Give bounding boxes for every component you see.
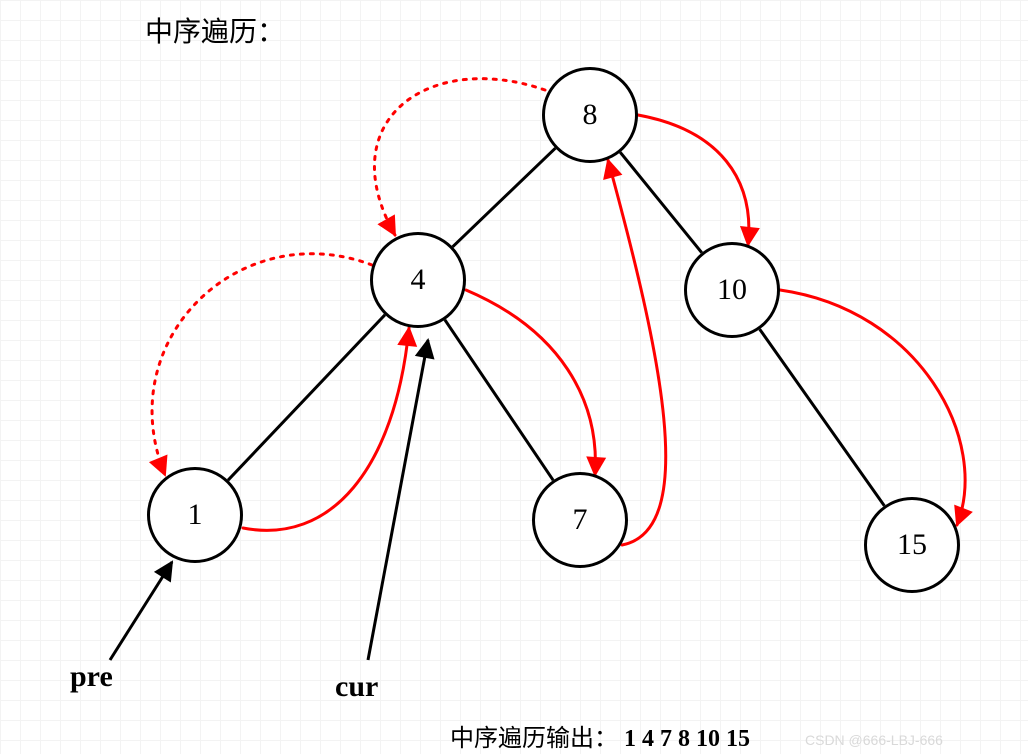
tree-edge <box>760 329 885 506</box>
cur-label: cur <box>335 670 378 704</box>
node-8: 8 <box>542 67 638 163</box>
cur-text: cur <box>335 670 378 703</box>
traversal-arrow <box>638 115 749 245</box>
node-1: 1 <box>147 467 243 563</box>
output-value: 1 4 7 8 10 15 <box>624 726 750 752</box>
output-label: 中序遍历输出： <box>450 726 618 752</box>
traversal-arrow <box>243 328 409 530</box>
output-line: 中序遍历输出： 1 4 7 8 10 15 <box>450 718 750 753</box>
tree-edges <box>228 148 884 506</box>
pointer-arrow <box>110 562 172 660</box>
node-15: 15 <box>864 497 960 593</box>
traversal-arrow <box>466 290 595 475</box>
node-label: 4 <box>411 263 426 297</box>
watermark-text: CSDN @666-LBJ-666 <box>805 732 943 748</box>
pre-label: pre <box>70 660 113 694</box>
traversal-arrow <box>608 160 666 545</box>
pre-text: pre <box>70 660 113 693</box>
node-7: 7 <box>532 472 628 568</box>
tree-edge <box>453 148 556 247</box>
node-label: 1 <box>188 498 203 532</box>
node-label: 15 <box>897 528 927 562</box>
traversal-arrow <box>152 254 372 475</box>
node-10: 10 <box>684 242 780 338</box>
diagram-stage: 8 4 10 1 7 15 中序遍历： pre cur 中序遍历输出： 1 4 7 8 1… <box>0 0 1028 754</box>
tree-edge <box>228 315 385 480</box>
title-text: 中序遍历： <box>145 17 285 48</box>
pointer-arrow <box>368 340 428 660</box>
node-label: 7 <box>573 503 588 537</box>
watermark: CSDN @666-LBJ-666 <box>805 732 943 748</box>
tree-edge <box>445 320 553 480</box>
traversal-arrow <box>374 79 545 235</box>
node-label: 8 <box>583 98 598 132</box>
edges-layer <box>0 0 1028 754</box>
node-label: 10 <box>717 273 747 307</box>
node-4: 4 <box>370 232 466 328</box>
traversal-arrow <box>780 290 965 525</box>
tree-edge <box>620 152 702 252</box>
title-label: 中序遍历： <box>145 10 285 50</box>
